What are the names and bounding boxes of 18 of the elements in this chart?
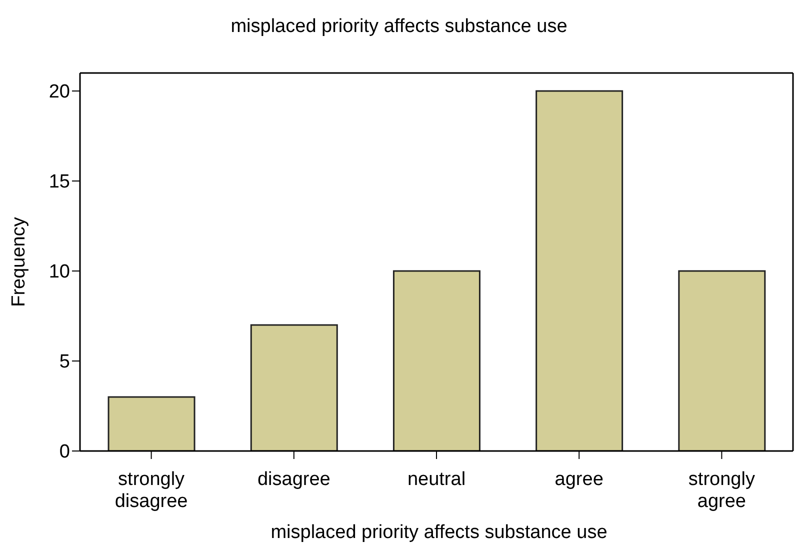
- x-tick-label: disagree: [257, 469, 330, 490]
- chart-title: misplaced priority affects substance use: [230, 16, 568, 38]
- y-tick-label: 15: [48, 172, 70, 193]
- bar: [392, 270, 480, 451]
- y-tick-label: 5: [59, 352, 70, 373]
- x-tick-label: agree: [554, 469, 604, 490]
- bar: [250, 324, 338, 451]
- bar: [678, 270, 766, 451]
- bar: [108, 396, 196, 451]
- x-tick-label: strongly disagree: [114, 469, 188, 512]
- y-axis-title: Frequency: [8, 216, 30, 307]
- x-tick-label: strongly agree: [688, 469, 756, 512]
- y-tick-label: 10: [48, 262, 70, 283]
- x-tick-label: neutral: [407, 469, 466, 490]
- x-axis-title: misplaced priority affects substance use: [270, 522, 608, 544]
- bar: [536, 90, 624, 451]
- y-tick-label: 20: [48, 82, 70, 103]
- y-tick-label: 0: [59, 442, 70, 463]
